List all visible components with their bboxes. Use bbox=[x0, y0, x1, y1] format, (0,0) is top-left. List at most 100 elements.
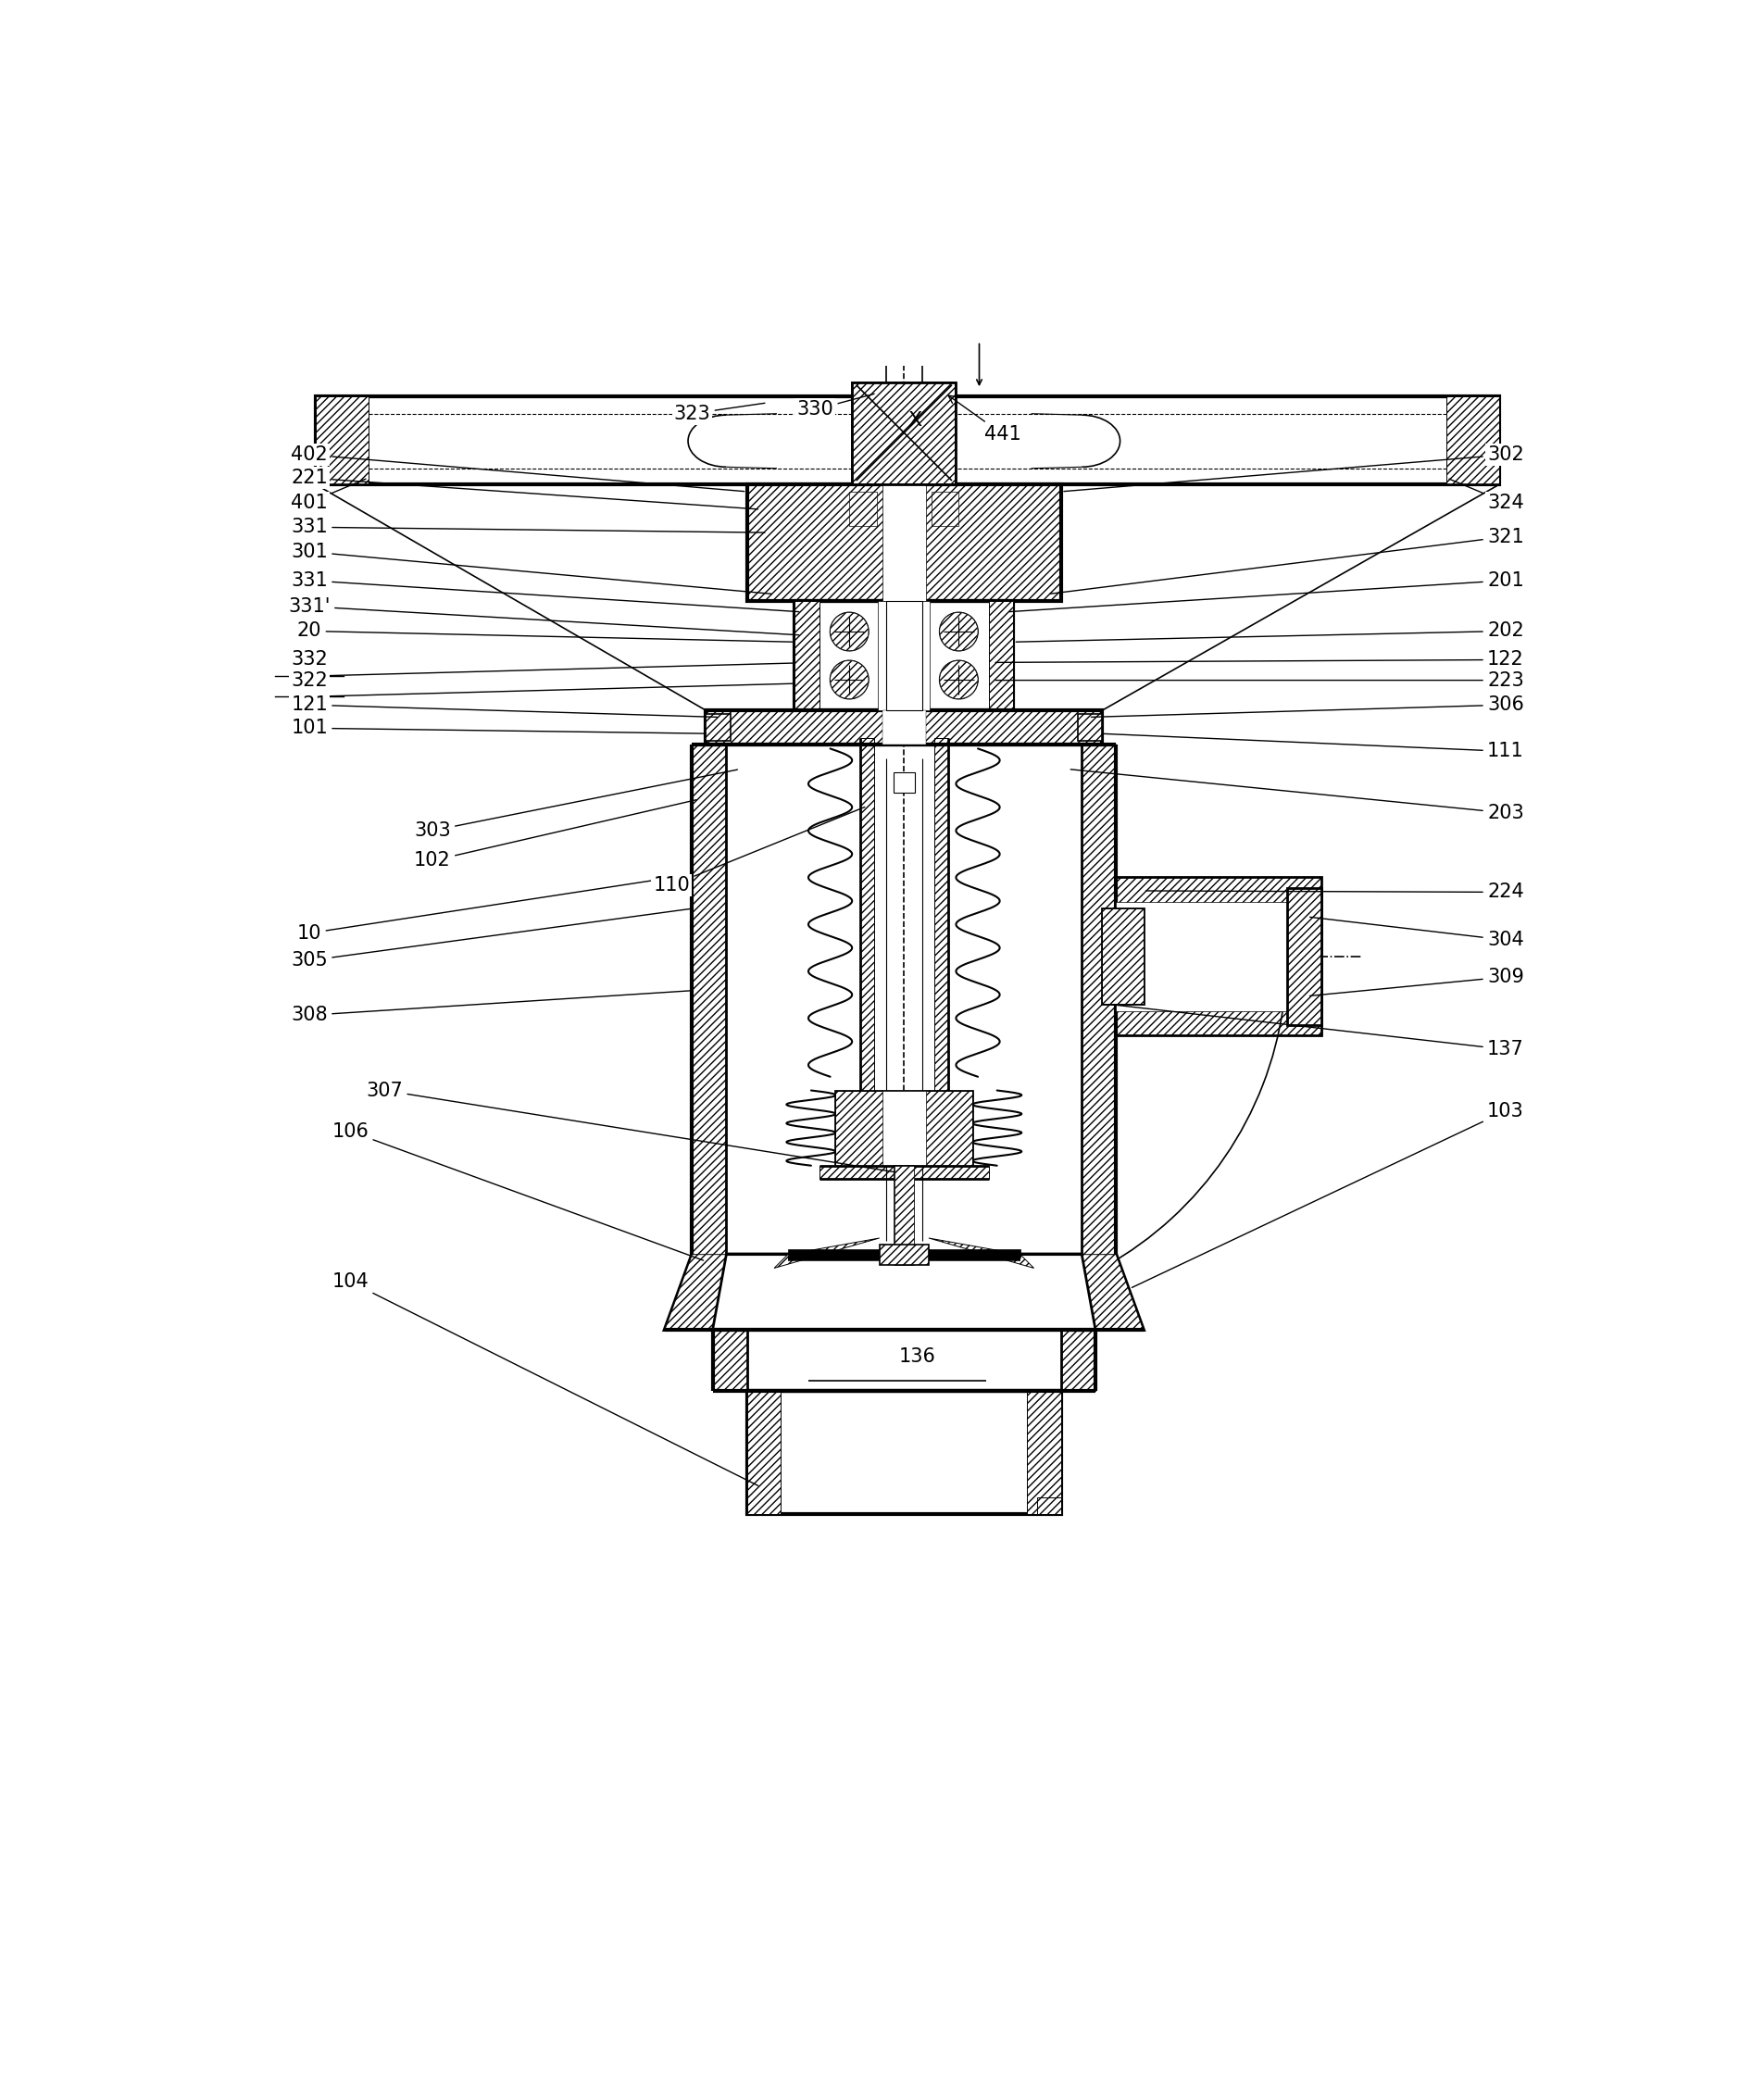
Bar bbox=[880, 1245, 928, 1266]
Polygon shape bbox=[794, 601, 818, 711]
Text: 330: 330 bbox=[797, 395, 875, 420]
Text: X: X bbox=[908, 411, 923, 430]
Polygon shape bbox=[1027, 1390, 1062, 1515]
Polygon shape bbox=[713, 1330, 746, 1390]
Polygon shape bbox=[928, 1238, 1034, 1268]
Bar bbox=[852, 382, 956, 484]
Bar bbox=[746, 484, 1062, 601]
Bar bbox=[882, 711, 926, 744]
Text: 136: 136 bbox=[900, 1349, 937, 1365]
Bar bbox=[706, 713, 730, 742]
Text: 103: 103 bbox=[1132, 1101, 1524, 1288]
Bar bbox=[931, 492, 960, 526]
Circle shape bbox=[940, 661, 977, 698]
Polygon shape bbox=[665, 1255, 1143, 1330]
Text: 331: 331 bbox=[291, 517, 766, 536]
Circle shape bbox=[831, 613, 868, 650]
Bar bbox=[1117, 902, 1288, 1012]
Polygon shape bbox=[935, 738, 947, 1091]
Bar bbox=[1288, 887, 1321, 1024]
Bar bbox=[746, 1390, 1062, 1515]
Text: 121: 121 bbox=[291, 696, 716, 717]
Circle shape bbox=[831, 661, 868, 698]
Polygon shape bbox=[691, 744, 727, 1255]
Polygon shape bbox=[316, 397, 369, 484]
Bar bbox=[1078, 713, 1102, 742]
Circle shape bbox=[831, 613, 868, 650]
Bar bbox=[1037, 1498, 1062, 1515]
Text: 137: 137 bbox=[1111, 1004, 1524, 1058]
Polygon shape bbox=[789, 1249, 1020, 1257]
Polygon shape bbox=[746, 1390, 781, 1515]
Polygon shape bbox=[990, 601, 1013, 711]
Bar bbox=[316, 397, 1499, 484]
Text: 304: 304 bbox=[1311, 916, 1524, 950]
Text: 106: 106 bbox=[332, 1122, 704, 1261]
Bar bbox=[882, 484, 926, 601]
Polygon shape bbox=[836, 1091, 972, 1166]
Polygon shape bbox=[713, 1255, 1095, 1330]
Polygon shape bbox=[1117, 877, 1321, 1035]
Bar bbox=[878, 601, 930, 711]
Text: 302: 302 bbox=[1064, 445, 1524, 490]
Text: 321: 321 bbox=[1050, 528, 1524, 594]
Polygon shape bbox=[1288, 887, 1321, 1024]
Text: 203: 203 bbox=[1071, 769, 1524, 823]
Text: 224: 224 bbox=[1147, 883, 1524, 902]
Polygon shape bbox=[1062, 1330, 1095, 1390]
Text: 307: 307 bbox=[367, 1081, 894, 1172]
Text: 309: 309 bbox=[1311, 968, 1524, 995]
Bar bbox=[706, 711, 1102, 744]
Polygon shape bbox=[706, 711, 1102, 744]
Text: 402: 402 bbox=[291, 445, 744, 490]
Text: 331': 331' bbox=[288, 596, 799, 636]
Bar bbox=[882, 1091, 926, 1166]
Text: 20: 20 bbox=[296, 621, 792, 642]
Circle shape bbox=[940, 661, 977, 698]
Text: 223: 223 bbox=[995, 671, 1524, 690]
Text: 303: 303 bbox=[415, 769, 737, 840]
Text: 331: 331 bbox=[291, 571, 799, 611]
Bar bbox=[794, 601, 1013, 711]
Bar bbox=[746, 1330, 1062, 1390]
Text: 102: 102 bbox=[415, 800, 697, 871]
Text: 324: 324 bbox=[1450, 478, 1524, 511]
Polygon shape bbox=[852, 382, 956, 484]
Polygon shape bbox=[1102, 908, 1143, 1004]
Bar bbox=[894, 1166, 914, 1266]
Polygon shape bbox=[665, 1255, 1143, 1330]
Circle shape bbox=[940, 613, 977, 650]
Polygon shape bbox=[746, 484, 1062, 601]
Text: 301: 301 bbox=[291, 542, 771, 594]
Bar bbox=[886, 601, 923, 711]
Text: 305: 305 bbox=[291, 908, 690, 970]
Polygon shape bbox=[861, 738, 873, 1091]
Text: 322: 322 bbox=[291, 671, 328, 690]
Text: 323: 323 bbox=[674, 403, 766, 424]
Bar bbox=[1102, 908, 1143, 1004]
Text: 202: 202 bbox=[1016, 621, 1524, 642]
Bar bbox=[893, 771, 916, 792]
Text: 221: 221 bbox=[291, 470, 759, 509]
Text: 306: 306 bbox=[1092, 696, 1524, 717]
Text: 401: 401 bbox=[291, 478, 365, 511]
Text: 10: 10 bbox=[296, 875, 690, 943]
Text: 101: 101 bbox=[291, 719, 706, 738]
Polygon shape bbox=[818, 1166, 990, 1180]
Text: 332: 332 bbox=[291, 650, 328, 669]
Polygon shape bbox=[774, 1238, 880, 1268]
Circle shape bbox=[831, 661, 868, 698]
Text: 122: 122 bbox=[995, 650, 1524, 669]
Bar bbox=[836, 1091, 972, 1166]
Text: 104: 104 bbox=[332, 1272, 759, 1486]
Text: 308: 308 bbox=[291, 991, 690, 1024]
Polygon shape bbox=[1446, 397, 1499, 484]
Text: 110: 110 bbox=[653, 806, 864, 896]
Text: 111: 111 bbox=[1102, 734, 1524, 761]
Text: 441: 441 bbox=[949, 395, 1021, 443]
Bar bbox=[1117, 877, 1321, 1035]
Circle shape bbox=[940, 613, 977, 650]
Bar bbox=[850, 492, 877, 526]
Polygon shape bbox=[1081, 744, 1117, 1255]
Text: 201: 201 bbox=[1009, 571, 1524, 611]
